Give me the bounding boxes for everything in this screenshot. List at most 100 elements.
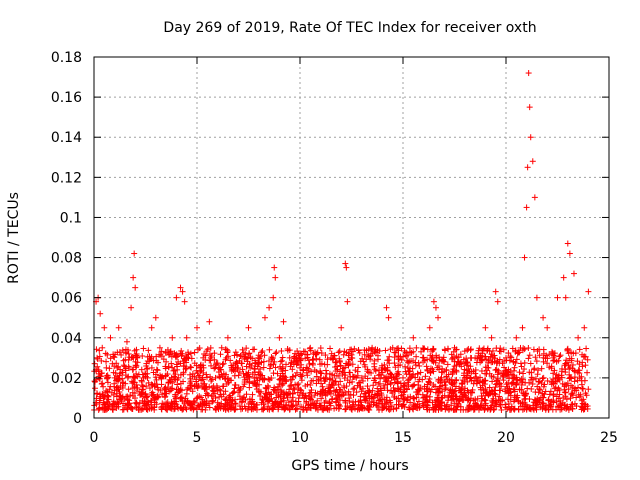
- background-point: [449, 371, 456, 378]
- data-point: [383, 304, 390, 311]
- background-point: [407, 393, 414, 400]
- x-tick-label: 20: [497, 430, 515, 446]
- background-point: [288, 376, 295, 383]
- background-point: [493, 378, 500, 385]
- background-point: [203, 390, 210, 397]
- data-point: [181, 298, 188, 305]
- background-point: [523, 401, 530, 408]
- background-point: [324, 361, 331, 368]
- data-point: [566, 250, 573, 257]
- background-point: [408, 349, 415, 356]
- background-point: [115, 377, 122, 384]
- tick-labels: 0 0.02 0.04 0.06 0.08 0.1 0.12 0.14 0.16 0.18 0 5 10…: [51, 50, 618, 446]
- background-point: [104, 375, 111, 382]
- background-point: [91, 360, 98, 367]
- background-point: [353, 389, 360, 396]
- background-point: [259, 372, 266, 379]
- background-point: [238, 360, 245, 367]
- background-point: [224, 399, 231, 406]
- background-point: [113, 405, 120, 412]
- data-point: [338, 324, 345, 331]
- background-point: [257, 393, 264, 400]
- background-point: [94, 363, 101, 370]
- background-point: [458, 389, 465, 396]
- background-point: [226, 402, 233, 409]
- background-point: [204, 346, 211, 353]
- background-point: [513, 356, 520, 363]
- background-point: [419, 400, 426, 407]
- background-point: [332, 378, 339, 385]
- background-point: [353, 374, 360, 381]
- data-point: [385, 314, 392, 321]
- background-point: [402, 368, 409, 375]
- background-point: [141, 402, 148, 409]
- data-point: [152, 314, 159, 321]
- background-point: [579, 404, 586, 411]
- x-tick-label: 15: [394, 430, 412, 446]
- background-point: [472, 373, 479, 380]
- background-point: [203, 374, 210, 381]
- background-point: [280, 404, 287, 411]
- background-point: [530, 346, 537, 353]
- background-point: [297, 357, 304, 364]
- data-point: [389, 344, 396, 351]
- background-point: [370, 382, 377, 389]
- background-point: [118, 397, 125, 404]
- background-point: [151, 383, 158, 390]
- background-point: [338, 392, 345, 399]
- background-point: [327, 402, 334, 409]
- background-point: [126, 400, 133, 407]
- background-point: [256, 375, 263, 382]
- background-point: [295, 381, 302, 388]
- background-point: [496, 360, 503, 367]
- background-point: [251, 346, 258, 353]
- background-point: [489, 391, 496, 398]
- data-point: [115, 324, 122, 331]
- background-point: [470, 406, 477, 413]
- background-point: [363, 395, 370, 402]
- background-point: [148, 381, 155, 388]
- background-point: [456, 385, 463, 392]
- background-point: [278, 398, 285, 405]
- background-point: [357, 393, 364, 400]
- data-point: [266, 304, 273, 311]
- background-point: [322, 367, 329, 374]
- background-point: [131, 347, 138, 354]
- background-point: [269, 405, 276, 412]
- background-point: [104, 351, 111, 358]
- background-point: [211, 356, 218, 363]
- background-point: [329, 395, 336, 402]
- background-point: [306, 390, 313, 397]
- chart-title: Day 269 of 2019, Rate Of TEC Index for r…: [163, 20, 536, 36]
- background-point: [109, 402, 116, 409]
- background-point: [513, 380, 520, 387]
- background-point: [364, 383, 371, 390]
- data-point: [509, 374, 516, 381]
- background-point: [569, 390, 576, 397]
- background-point: [96, 347, 103, 354]
- background-point: [539, 403, 546, 410]
- y-tick-label: 0.1: [60, 210, 82, 226]
- background-point: [348, 406, 355, 413]
- background-point: [113, 360, 120, 367]
- background-point: [183, 355, 190, 362]
- data-point: [177, 284, 184, 291]
- background-point: [394, 378, 401, 385]
- background-point: [236, 393, 243, 400]
- background-point: [362, 373, 369, 380]
- background-point: [563, 357, 570, 364]
- background-point: [536, 352, 543, 359]
- background-point: [99, 380, 106, 387]
- background-point: [279, 354, 286, 361]
- background-point: [557, 352, 564, 359]
- background-point: [307, 381, 314, 388]
- background-point: [467, 374, 474, 381]
- background-point: [499, 373, 506, 380]
- background-point: [289, 373, 296, 380]
- background-point: [134, 373, 141, 380]
- background-point: [322, 352, 329, 359]
- background-point: [491, 355, 498, 362]
- background-point: [516, 369, 523, 376]
- background-point: [324, 356, 331, 363]
- background-point: [508, 381, 515, 388]
